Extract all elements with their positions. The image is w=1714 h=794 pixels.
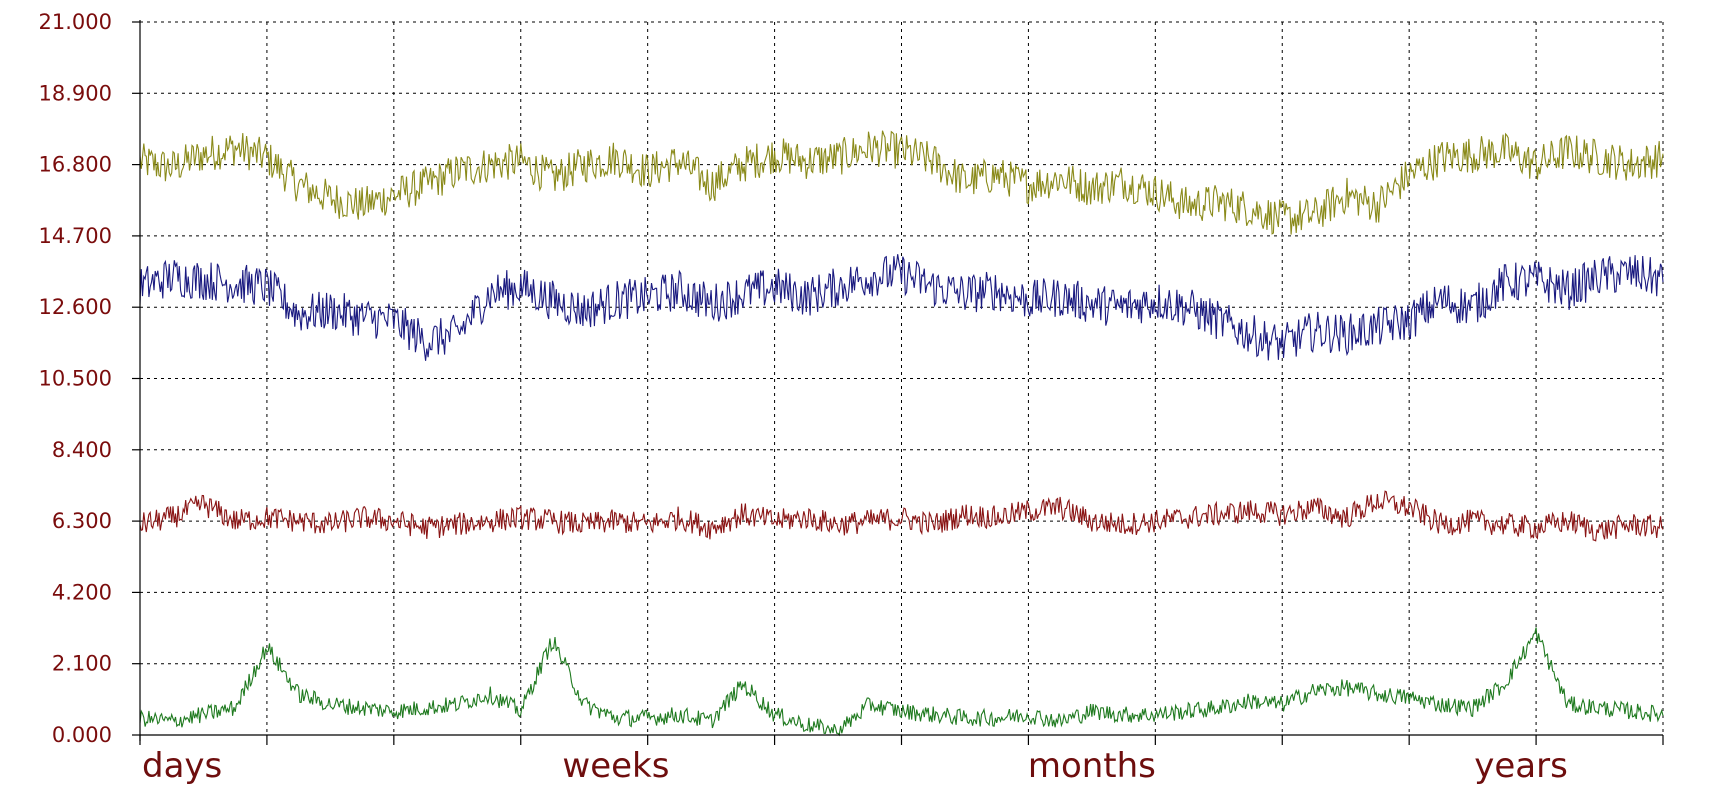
y-tick-labels: 0.000 2.100 4.200 6.300 8.400 10.500 12.600 14.… — [39, 10, 112, 747]
series-line-3 — [139, 490, 1664, 542]
series-line-1 — [139, 130, 1664, 235]
y-tick-label: 0.000 — [52, 723, 112, 747]
y-tick-label: 4.200 — [52, 580, 112, 604]
y-tick-label: 21.000 — [39, 10, 112, 34]
x-tick-label: months — [1028, 746, 1156, 786]
x-tick-label: weeks — [562, 746, 669, 786]
x-tick-labels: days weeks months years — [142, 746, 1568, 786]
y-tick-label: 18.900 — [39, 81, 112, 105]
x-tick-label: days — [142, 746, 222, 786]
series-line-2 — [139, 254, 1664, 361]
y-tick-label: 16.800 — [39, 153, 112, 177]
grid — [139, 21, 1664, 736]
y-tick-label: 10.500 — [39, 367, 112, 391]
y-tick-label: 2.100 — [52, 652, 112, 676]
x-tick-label: years — [1474, 746, 1568, 786]
y-tick-label: 6.300 — [52, 509, 112, 533]
y-tick-label: 12.600 — [39, 295, 112, 319]
series-line-4 — [139, 627, 1664, 737]
series-layer — [139, 130, 1664, 737]
y-tick-label: 8.400 — [52, 438, 112, 462]
y-tick-label: 14.700 — [39, 224, 112, 248]
axes — [132, 20, 1664, 745]
